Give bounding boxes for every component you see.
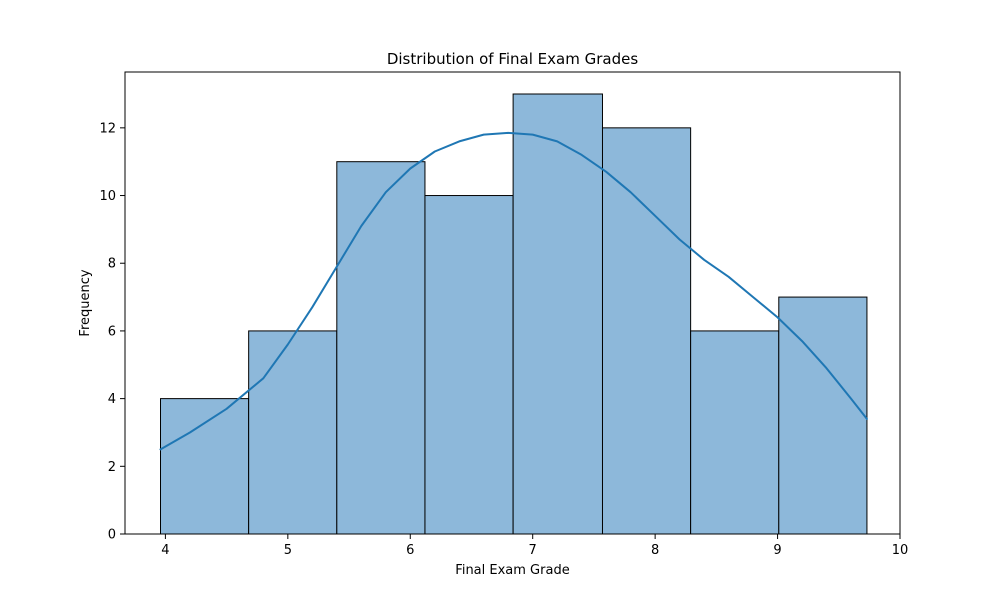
plot-frame bbox=[124, 71, 901, 535]
y-tick-label: 2 bbox=[108, 460, 116, 475]
x-tick-label: 7 bbox=[529, 543, 537, 558]
y-axis-label: Frequency bbox=[78, 269, 93, 336]
histogram-bar-3 bbox=[336, 161, 426, 535]
x-tick-label: 8 bbox=[651, 543, 659, 558]
histogram-bar-1 bbox=[160, 398, 250, 535]
bars-group bbox=[160, 93, 868, 535]
histogram-bar-6 bbox=[601, 127, 692, 535]
y-tick-label: 6 bbox=[108, 324, 116, 339]
histogram-bar-8 bbox=[778, 296, 868, 535]
y-tick-label: 4 bbox=[108, 392, 116, 407]
kde-group bbox=[159, 131, 868, 451]
x-tick-label: 4 bbox=[161, 543, 169, 558]
x-tick-label: 6 bbox=[406, 543, 414, 558]
y-tick-label: 12 bbox=[99, 121, 116, 136]
histogram-bar-5 bbox=[512, 93, 603, 535]
x-tick-label: 9 bbox=[773, 543, 781, 558]
y-axis: 0 2 4 6 8 10 12 bbox=[99, 121, 125, 543]
x-axis: 4 5 6 7 8 9 10 bbox=[161, 534, 908, 558]
x-tick-label: 10 bbox=[892, 543, 909, 558]
histogram-bar-4 bbox=[424, 195, 514, 535]
x-tick-label: 5 bbox=[284, 543, 292, 558]
kde-line bbox=[159, 131, 868, 451]
x-axis-label: Final Exam Grade bbox=[455, 563, 569, 578]
y-tick-label: 10 bbox=[99, 189, 116, 204]
chart-title: Distribution of Final Exam Grades bbox=[387, 50, 639, 68]
histogram-bar-2 bbox=[248, 330, 338, 535]
y-tick-label: 8 bbox=[108, 257, 116, 272]
y-tick-label: 0 bbox=[108, 528, 116, 543]
histogram-bar-7 bbox=[690, 330, 780, 535]
